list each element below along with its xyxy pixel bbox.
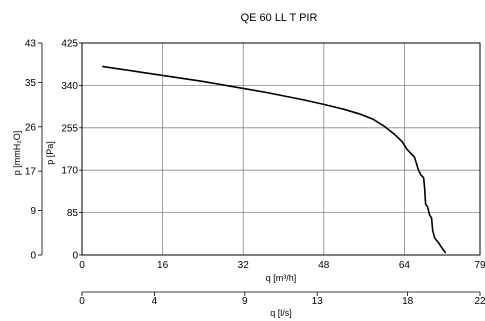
series-group <box>102 65 447 254</box>
x-axis: 0 16 32 48 64 79 <box>79 260 485 271</box>
y-tick-label: 425 <box>61 39 78 50</box>
y2-axis: 0 9 17 26 35 43 <box>25 39 43 262</box>
y2-axis-label: p [mmH₂O] <box>12 131 22 176</box>
chart-title: QE 60 LL T PIR <box>241 12 318 24</box>
y-axis: 0 85 170 255 340 425 <box>61 39 82 262</box>
x-tick-label: 48 <box>318 260 330 271</box>
x2-tick-label: 22 <box>474 296 485 307</box>
x2-axis-label: q [l/s] <box>270 308 292 318</box>
x2-tick-label: 0 <box>79 296 85 307</box>
y-tick-label: 0 <box>72 251 78 262</box>
y2-tick-label: 0 <box>30 251 36 262</box>
x2-tick-label: 13 <box>312 296 324 307</box>
y-tick-label: 85 <box>67 208 79 219</box>
grid <box>82 43 480 255</box>
x-axis-label: q [m³/h] <box>266 273 297 283</box>
x-tick-label: 16 <box>157 260 169 271</box>
series-line-0 <box>102 65 447 254</box>
x-tick-label: 32 <box>238 260 250 271</box>
y2-tick-label: 43 <box>25 39 37 50</box>
x2-tick-label: 4 <box>152 296 158 307</box>
plot-frame <box>81 42 481 256</box>
x-tick-label: 0 <box>79 260 85 271</box>
y2-tick-label: 35 <box>25 78 37 89</box>
y-tick-label: 255 <box>61 123 78 134</box>
y2-tick-label: 9 <box>30 206 36 217</box>
x2-tick-label: 18 <box>402 296 414 307</box>
x2-tick-label: 9 <box>242 296 248 307</box>
x2-axis: 0 4 9 13 18 22 <box>79 291 485 307</box>
y2-tick-label: 17 <box>25 167 37 178</box>
x-tick-label: 79 <box>474 260 485 271</box>
y2-tick-label: 26 <box>25 122 37 133</box>
y-tick-label: 340 <box>61 81 78 92</box>
x-tick-label: 64 <box>399 260 411 271</box>
y-tick-label: 170 <box>61 166 78 177</box>
y-axis-label: p [Pa] <box>45 141 55 165</box>
